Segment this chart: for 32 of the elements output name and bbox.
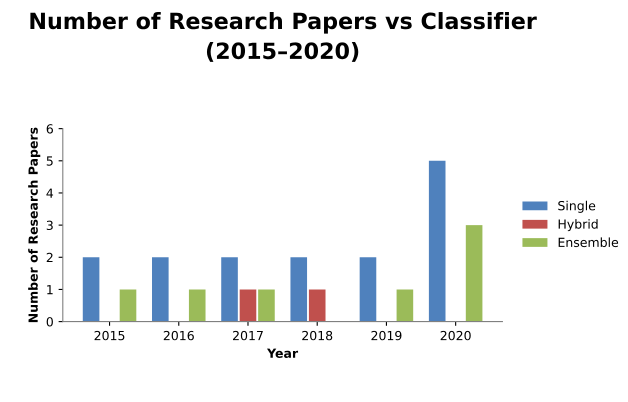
- bar: [290, 257, 308, 322]
- y-tick-label: 3: [46, 220, 53, 230]
- y-tick-label: 4: [46, 188, 54, 198]
- x-tick-label: 2016: [164, 330, 194, 340]
- x-tick-label: 2019: [371, 330, 402, 340]
- y-tick-label: 0: [46, 317, 53, 327]
- x-tick-label: 2015: [94, 330, 124, 340]
- legend-label: Ensemble: [558, 237, 618, 248]
- y-axis-title: Number of Research Papers: [28, 128, 40, 322]
- chart-title: Number of Research Papers vs Classifier (2015–2020): [30, 12, 537, 62]
- bar: [308, 289, 326, 322]
- x-tick-label: 2020: [440, 330, 471, 340]
- bar: [258, 289, 275, 322]
- bar: [466, 225, 482, 322]
- bar: [221, 257, 238, 322]
- y-tick-label: 2: [46, 252, 53, 262]
- y-tick-label: 5: [46, 156, 53, 166]
- legend-label: Single: [558, 200, 596, 213]
- bar: [120, 289, 136, 322]
- bar: [152, 257, 169, 322]
- bar: [240, 289, 256, 322]
- y-tick-label: 1: [47, 285, 53, 294]
- x-tick-label: 2017: [233, 330, 263, 340]
- bar: [82, 257, 100, 322]
- bar: [360, 257, 376, 322]
- x-tick-label: 2018: [302, 330, 332, 340]
- bar: [428, 160, 446, 322]
- legend-label: Hybrid: [558, 219, 598, 232]
- y-tick-label: 6: [46, 124, 53, 134]
- bar: [396, 289, 414, 322]
- x-axis-title: Year: [266, 348, 298, 358]
- bar: [188, 289, 206, 322]
